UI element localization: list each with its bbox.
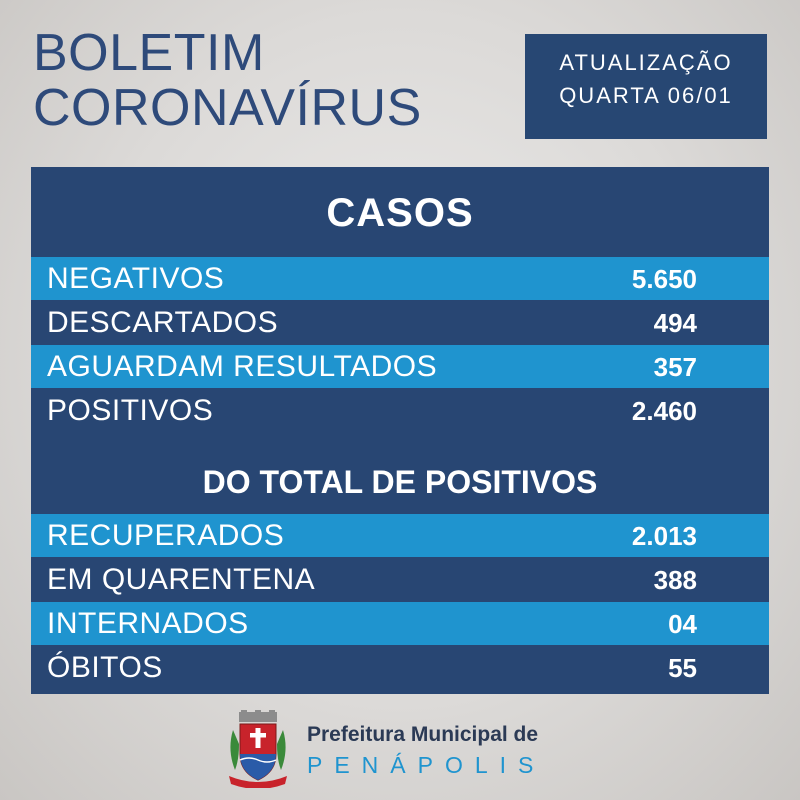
row-em-quarentena: EM QUARENTENA 388 xyxy=(31,558,769,601)
row-label: RECUPERADOS xyxy=(47,519,285,552)
row-label: ÓBITOS xyxy=(47,651,163,684)
positives-heading: DO TOTAL DE POSITIVOS xyxy=(202,464,598,500)
footer: Prefeitura Municipal de PENÁPOLIS xyxy=(225,710,575,788)
row-value: 55 xyxy=(668,653,697,683)
row-obitos: ÓBITOS 55 xyxy=(31,646,769,689)
row-negativos: NEGATIVOS 5.650 xyxy=(31,257,769,300)
update-date-box: ATUALIZAÇÃO QUARTA 06/01 xyxy=(525,34,767,139)
footer-line-2: PENÁPOLIS xyxy=(307,752,546,778)
row-value: 5.650 xyxy=(631,264,697,294)
title-line-2: CORONAVÍRUS xyxy=(33,79,422,137)
coat-of-arms-icon xyxy=(229,710,287,788)
row-value: 2.460 xyxy=(631,396,697,426)
row-label: NEGATIVOS xyxy=(47,262,225,295)
row-recuperados: RECUPERADOS 2.013 xyxy=(31,514,769,557)
row-descartados: DESCARTADOS 494 xyxy=(31,301,769,344)
row-positivos: POSITIVOS 2.460 xyxy=(31,389,769,432)
row-label: EM QUARENTENA xyxy=(47,563,316,596)
title-line-1: BOLETIM xyxy=(33,24,265,82)
update-label: ATUALIZAÇÃO xyxy=(559,50,733,75)
row-value: 388 xyxy=(653,565,697,595)
footer-line-1: Prefeitura Municipal de xyxy=(307,723,539,746)
row-label: AGUARDAM RESULTADOS xyxy=(47,350,438,383)
cases-heading: CASOS xyxy=(326,191,474,235)
row-value: 2.013 xyxy=(631,521,697,551)
update-date: QUARTA 06/01 xyxy=(559,83,733,108)
row-aguardam-resultados: AGUARDAM RESULTADOS 357 xyxy=(31,345,769,388)
row-value: 357 xyxy=(653,352,697,382)
cases-panel: CASOS NEGATIVOS 5.650 DESCARTADOS 494 AG… xyxy=(31,167,769,694)
row-internados: INTERNADOS 04 xyxy=(31,602,769,645)
row-label: DESCARTADOS xyxy=(47,306,279,339)
row-value: 494 xyxy=(653,308,697,338)
bulletin-title: BOLETIM CORONAVÍRUS xyxy=(33,26,422,136)
row-value: 04 xyxy=(668,609,697,639)
row-label: INTERNADOS xyxy=(47,607,249,640)
row-label: POSITIVOS xyxy=(47,394,214,427)
